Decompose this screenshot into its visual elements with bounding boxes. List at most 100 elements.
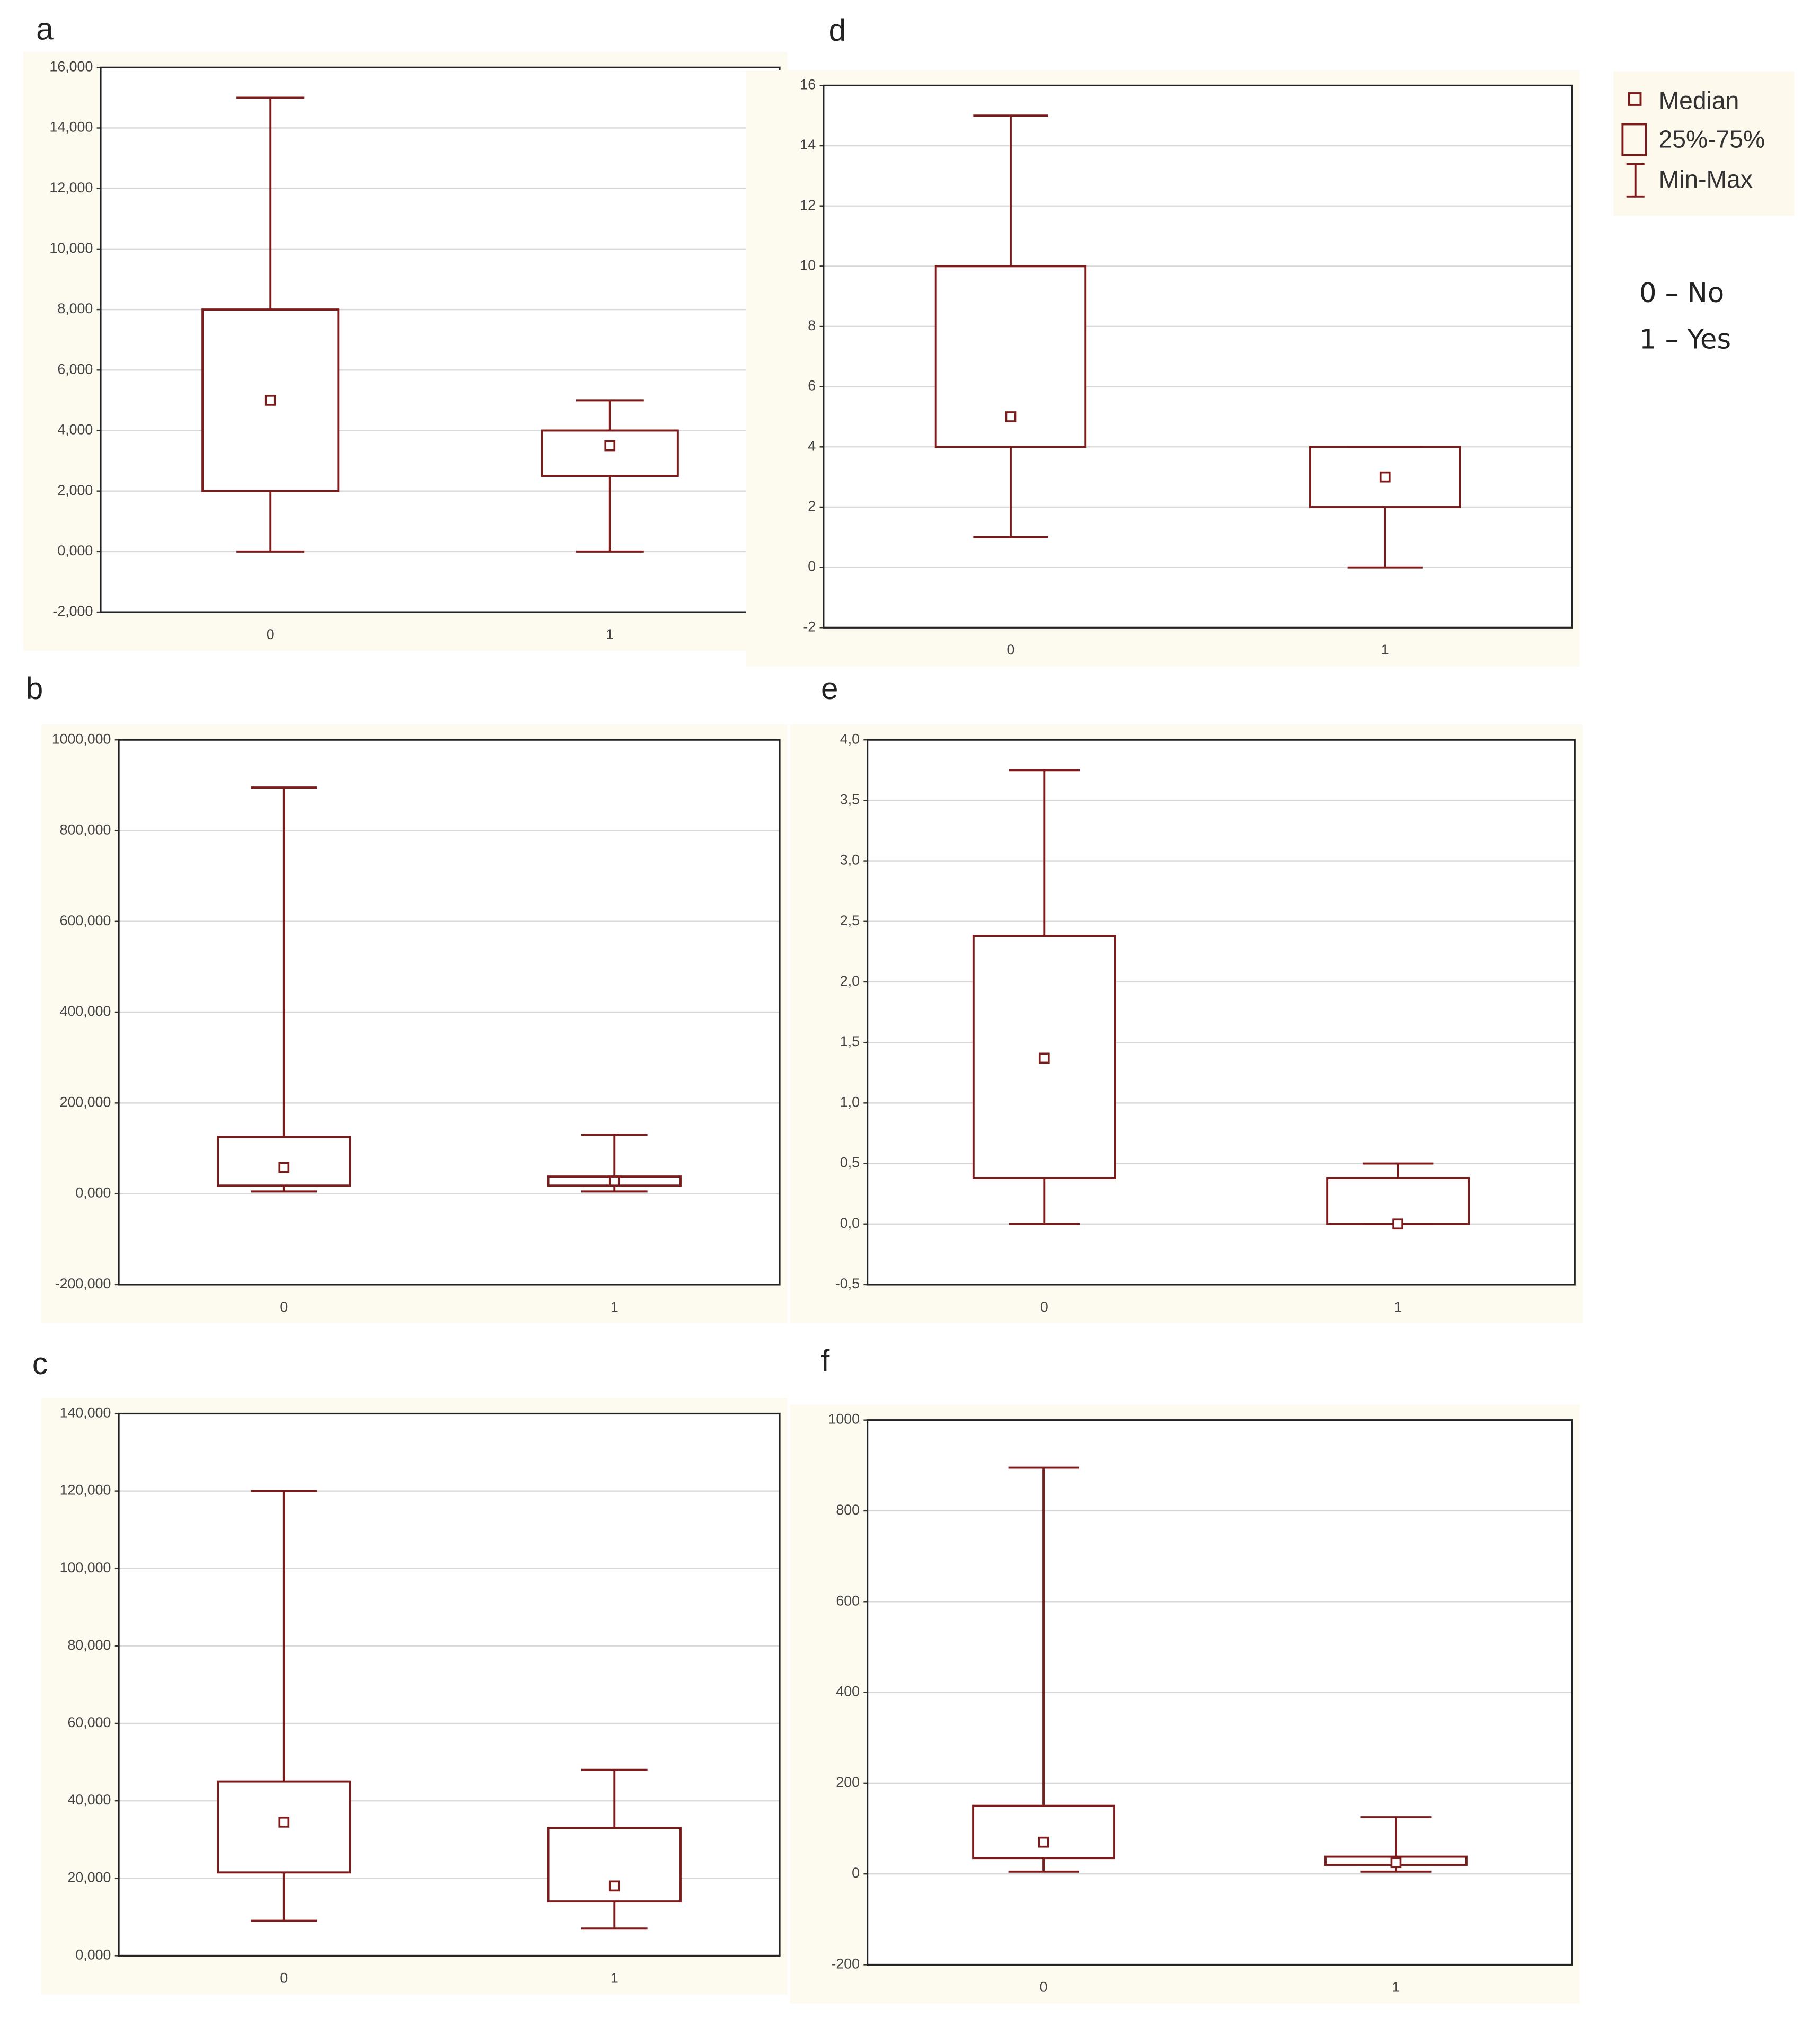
panel-label: a [36, 12, 54, 47]
y-tick-label: 2 [808, 498, 816, 514]
box [1326, 1177, 1470, 1225]
panel-label: c [32, 1347, 48, 1381]
y-tick-label: 2,000 [57, 482, 93, 498]
y-tick-label: 200 [836, 1774, 860, 1790]
panel-label: d [829, 13, 846, 48]
panel-label: f [821, 1344, 830, 1378]
median [1038, 1052, 1050, 1064]
legend-whisker: Min-Max [1659, 165, 1753, 193]
y-tick-label: 1000 [828, 1411, 860, 1427]
x-tick-label: 0 [1007, 642, 1015, 658]
plot-frame [867, 1419, 1573, 1966]
y-tick-label: 0,000 [75, 1946, 111, 1962]
y-tick-label: 120,000 [60, 1482, 111, 1498]
y-tick-label: -200,000 [55, 1276, 111, 1291]
y-tick-label: 3,0 [840, 852, 860, 868]
y-tick-label: 0,000 [75, 1185, 111, 1201]
median [1390, 1857, 1402, 1869]
median [604, 440, 616, 452]
y-tick-label: 0 [852, 1865, 860, 1881]
median [1038, 1836, 1049, 1848]
y-tick-label: 140,000 [60, 1405, 111, 1421]
box [541, 429, 679, 477]
panel-label: e [821, 671, 838, 706]
median [278, 1816, 290, 1828]
plot-frame [867, 739, 1576, 1286]
y-tick-label: 0,000 [57, 543, 93, 559]
y-tick-label: 200,000 [60, 1094, 111, 1110]
legend-median-icon [1628, 92, 1642, 106]
y-tick-label: 14,000 [49, 119, 93, 135]
legend-median: Median [1659, 86, 1739, 114]
y-tick-label: 600 [836, 1592, 860, 1608]
y-tick-label: -0,5 [835, 1276, 860, 1291]
x-tick-label: 0 [1040, 1979, 1048, 1995]
x-tick-label: 0 [280, 1299, 288, 1315]
y-tick-label: 4,0 [840, 731, 860, 747]
legend-box-icon [1621, 123, 1647, 156]
median [1005, 411, 1017, 422]
x-tick-label: 1 [1381, 642, 1389, 658]
y-tick-label: -200 [831, 1956, 860, 1972]
median [1379, 471, 1391, 483]
y-tick-label: 80,000 [68, 1637, 111, 1653]
y-tick-label: 6,000 [57, 361, 93, 377]
y-tick-label: 12 [800, 197, 816, 213]
x-tick-label: 0 [1040, 1299, 1048, 1315]
plot-frame [118, 739, 781, 1286]
plot-frame [823, 84, 1573, 629]
y-tick-label: 400,000 [60, 1003, 111, 1019]
y-tick-label: 40,000 [68, 1792, 111, 1808]
y-tick-label: 2,5 [840, 913, 860, 928]
y-tick-label: 100,000 [60, 1560, 111, 1575]
y-tick-label: 6 [808, 378, 816, 394]
median [1392, 1218, 1403, 1230]
x-tick-label: 1 [611, 1299, 619, 1315]
y-tick-label: 4 [808, 438, 816, 454]
x-tick-label: 0 [267, 626, 275, 642]
y-tick-label: 16 [800, 76, 816, 92]
legend-bg [1613, 71, 1795, 216]
y-tick-label: 800 [836, 1502, 860, 1518]
note: 1 – Yes [1639, 324, 1731, 356]
y-tick-label: -2,000 [52, 603, 93, 619]
y-tick-label: 4,000 [57, 422, 93, 438]
y-tick-label: 3,5 [840, 791, 860, 807]
y-tick-label: 1,0 [840, 1094, 860, 1110]
median [608, 1880, 620, 1892]
y-tick-label: 60,000 [68, 1714, 111, 1730]
y-tick-label: 8,000 [57, 300, 93, 316]
y-tick-label: 600,000 [60, 913, 111, 928]
box [972, 1804, 1115, 1860]
panel-label: b [26, 671, 43, 706]
x-tick-label: 1 [1394, 1299, 1402, 1315]
y-tick-label: 8 [808, 317, 816, 333]
y-tick-label: 12,000 [49, 180, 93, 196]
x-tick-label: 0 [280, 1970, 288, 1986]
y-tick-label: 10,000 [49, 240, 93, 256]
box [217, 1136, 351, 1187]
x-tick-label: 1 [611, 1970, 619, 1986]
median [278, 1162, 290, 1173]
y-tick-label: 0 [808, 559, 816, 574]
legend-box: 25%-75% [1659, 125, 1765, 153]
median [608, 1175, 620, 1187]
y-tick-label: 14 [800, 137, 816, 153]
y-tick-label: 0,0 [840, 1215, 860, 1231]
plot-frame [118, 1412, 781, 1957]
y-tick-label: 1,5 [840, 1033, 860, 1049]
y-tick-label: 800,000 [60, 822, 111, 838]
x-tick-label: 1 [606, 626, 614, 642]
note: 0 – No [1639, 278, 1724, 309]
median [264, 395, 276, 406]
y-tick-label: 16,000 [49, 58, 93, 74]
x-tick-label: 1 [1392, 1979, 1400, 1995]
y-tick-label: -2 [803, 618, 816, 634]
y-tick-label: 0,5 [840, 1155, 860, 1171]
y-tick-label: 20,000 [68, 1869, 111, 1885]
y-tick-label: 1000,000 [52, 731, 111, 747]
legend-whisker-icon [1626, 163, 1645, 198]
y-tick-label: 400 [836, 1684, 860, 1700]
y-tick-label: 2,0 [840, 973, 860, 989]
